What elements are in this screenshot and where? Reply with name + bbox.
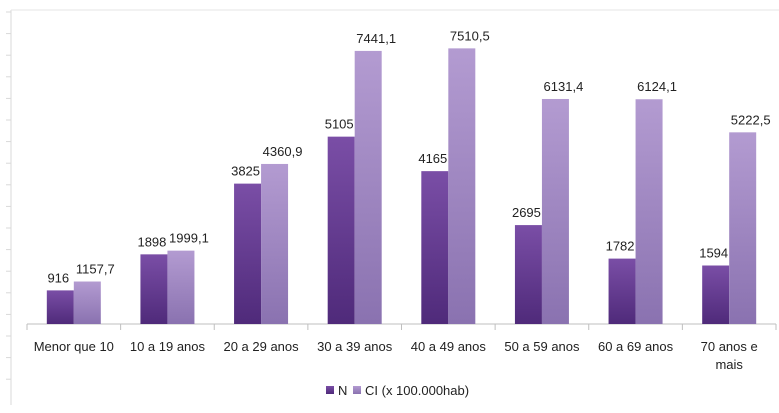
data-label-n-2: 3825 [231,164,260,179]
data-label-ci-2: 4360,9 [263,144,303,159]
legend-swatch-ci [353,386,361,394]
category-label-0: Menor que 10 [34,339,114,354]
data-label-ci-4: 7510,5 [450,28,490,43]
data-label-n-1: 1898 [137,234,166,249]
data-label-n-6: 1782 [606,239,635,254]
bar-n-0 [46,290,74,324]
category-label-3: 30 a 39 anos [317,339,393,354]
bar-ci-4 [448,48,476,324]
data-label-ci-3: 7441,1 [356,31,396,46]
bar-ci-6 [635,99,663,324]
data-label-n-4: 4165 [418,151,447,166]
data-label-ci-7: 5222,5 [731,112,771,127]
data-label-ci-6: 6124,1 [637,79,677,94]
category-label-2: 20 a 29 anos [223,339,299,354]
data-label-n-5: 2695 [512,205,541,220]
bar-n-1 [140,254,168,324]
category-label-4: 40 a 49 anos [411,339,487,354]
legend: N CI (x 100.000hab) [326,383,469,398]
bar-n-3 [327,136,355,324]
category-label-7: 70 anos e [701,339,758,354]
bar-ci-3 [354,50,382,325]
data-label-n-3: 5105 [325,117,354,132]
legend-label-ci: CI (x 100.000hab) [365,383,469,398]
bar-n-4 [421,171,449,324]
bars [46,48,757,325]
category-label-6: 60 a 69 anos [598,339,674,354]
bar-n-6 [608,258,636,324]
category-label-7: mais [715,357,743,372]
bar-n-5 [514,225,542,324]
bar-ci-0 [73,281,101,324]
bar-ci-1 [167,250,195,324]
category-label-5: 50 a 59 anos [504,339,580,354]
data-label-ci-0: 1157,7 [76,262,115,277]
bar-ci-7 [729,132,757,324]
bar-ci-2 [261,163,289,324]
category-labels: Menor que 10 10 a 19 anos 20 a 29 anos 30 a… [34,339,758,372]
category-label-1: 10 a 19 anos [130,339,206,354]
data-label-n-0: 916 [47,270,69,285]
data-label-ci-5: 6131,4 [544,79,584,94]
bar-n-2 [234,183,262,324]
bar-ci-5 [541,98,569,324]
legend-label-n: N [338,383,347,398]
legend-swatch-n [326,386,334,394]
data-label-n-7: 1594 [699,246,728,261]
bar-n-7 [702,265,730,324]
data-label-ci-1: 1999,1 [169,231,209,246]
